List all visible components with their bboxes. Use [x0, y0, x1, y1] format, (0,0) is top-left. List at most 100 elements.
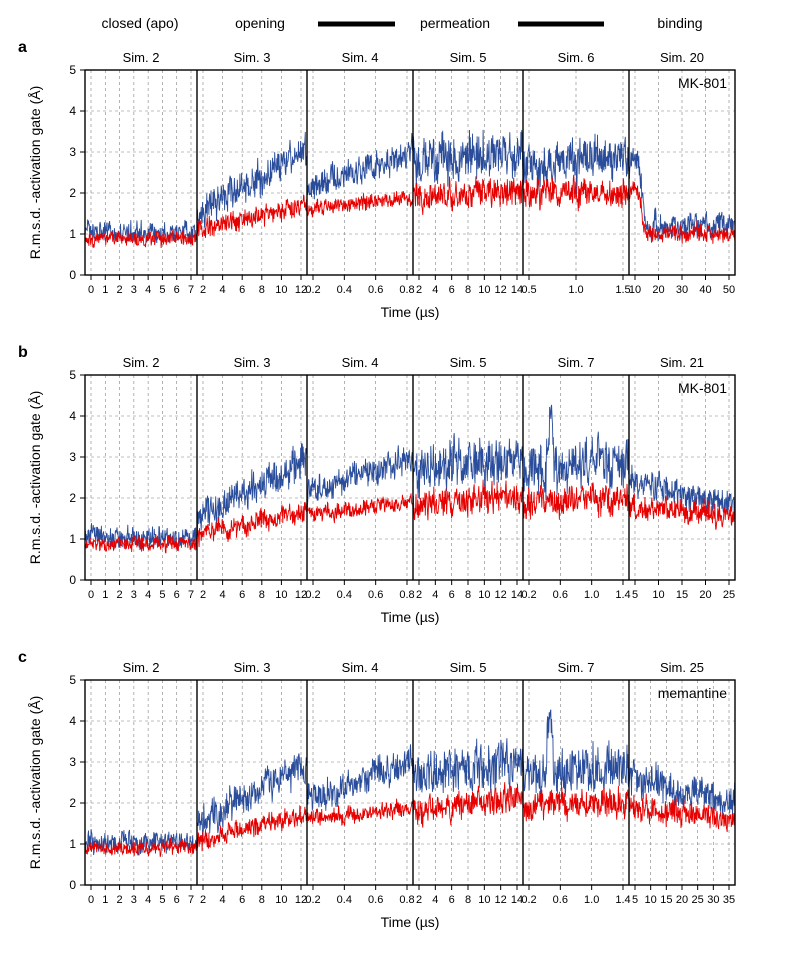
- x-tick-label: 10: [652, 589, 664, 601]
- x-tick-label: 12: [495, 894, 507, 906]
- y-tick-label: 0: [69, 268, 76, 282]
- x-axis-label: Time (µs): [381, 609, 440, 625]
- x-tick-label: 0.2: [305, 284, 320, 296]
- y-tick-label: 4: [69, 409, 76, 423]
- sim-label: Sim. 25: [660, 660, 704, 675]
- series-blue: [523, 405, 629, 500]
- series-blue: [307, 445, 413, 508]
- x-tick-label: 1: [102, 589, 108, 601]
- x-tick-label: 35: [723, 894, 735, 906]
- x-tick-label: 4: [145, 284, 151, 296]
- x-axis-label: Time (µs): [381, 304, 440, 320]
- x-tick-label: 8: [465, 284, 471, 296]
- panel-letter: a: [18, 39, 27, 56]
- x-tick-label: 5: [632, 589, 638, 601]
- sim-label: Sim. 20: [660, 50, 704, 65]
- sim-label: Sim. 5: [450, 355, 487, 370]
- x-tick-label: 2: [117, 894, 123, 906]
- x-tick-label: 6: [174, 894, 180, 906]
- sim-label: Sim. 4: [342, 355, 379, 370]
- x-tick-label: 0.2: [521, 894, 536, 906]
- sim-label: Sim. 2: [123, 355, 160, 370]
- x-tick-label: 0.6: [553, 589, 568, 601]
- x-tick-label: 1.0: [584, 894, 599, 906]
- x-tick-label: 12: [495, 284, 507, 296]
- x-tick-label: 30: [707, 894, 719, 906]
- x-tick-label: 0.4: [337, 894, 352, 906]
- x-tick-label: 8: [259, 894, 265, 906]
- x-tick-label: 3: [131, 284, 137, 296]
- x-tick-label: 0: [88, 894, 94, 906]
- x-tick-label: 10: [275, 894, 287, 906]
- sim-label: Sim. 7: [558, 355, 595, 370]
- x-tick-label: 20: [652, 284, 664, 296]
- x-tick-label: 3: [131, 589, 137, 601]
- x-tick-label: 10: [478, 284, 490, 296]
- x-tick-label: 1.0: [568, 284, 583, 296]
- x-tick-label: 7: [188, 284, 194, 296]
- phase-label: permeation: [420, 15, 490, 31]
- y-tick-label: 3: [69, 450, 76, 464]
- x-tick-label: 2: [200, 894, 206, 906]
- panel-compound-label: MK-801: [678, 75, 727, 91]
- phase-label: opening: [235, 15, 285, 31]
- series-red: [523, 786, 629, 822]
- x-tick-label: 1.0: [584, 589, 599, 601]
- y-axis-label: R.m.s.d. -activation gate (Å): [27, 391, 43, 565]
- x-tick-label: 0.5: [521, 284, 536, 296]
- x-tick-label: 6: [174, 284, 180, 296]
- x-tick-label: 0.2: [521, 589, 536, 601]
- x-tick-label: 0.8: [399, 894, 414, 906]
- sim-label: Sim. 7: [558, 660, 595, 675]
- panel-frame: [85, 70, 735, 275]
- x-tick-label: 0.2: [305, 589, 320, 601]
- x-tick-label: 1.4: [615, 589, 630, 601]
- sim-label: Sim. 21: [660, 355, 704, 370]
- sim-label: Sim. 4: [342, 660, 379, 675]
- y-tick-label: 2: [69, 491, 76, 505]
- x-tick-label: 6: [449, 894, 455, 906]
- y-tick-label: 4: [69, 714, 76, 728]
- x-tick-label: 0: [88, 284, 94, 296]
- panel-letter: b: [18, 344, 28, 361]
- x-tick-label: 0.6: [368, 894, 383, 906]
- x-tick-label: 20: [699, 589, 711, 601]
- panel-letter: c: [18, 649, 27, 666]
- phase-label: binding: [657, 15, 702, 31]
- x-tick-label: 3: [131, 894, 137, 906]
- y-tick-label: 1: [69, 227, 76, 241]
- x-tick-label: 1.4: [615, 894, 630, 906]
- x-tick-label: 10: [478, 894, 490, 906]
- y-tick-label: 4: [69, 104, 76, 118]
- phase-label: closed (apo): [101, 15, 178, 31]
- series-red: [307, 191, 413, 217]
- x-tick-label: 2: [117, 284, 123, 296]
- x-tick-label: 4: [220, 284, 226, 296]
- x-tick-label: 12: [495, 589, 507, 601]
- sim-label: Sim. 6: [558, 50, 595, 65]
- x-tick-label: 7: [188, 589, 194, 601]
- y-axis-label: R.m.s.d. -activation gate (Å): [27, 86, 43, 260]
- sim-label: Sim. 2: [123, 660, 160, 675]
- x-tick-label: 10: [645, 894, 657, 906]
- y-tick-label: 5: [69, 368, 76, 382]
- x-tick-label: 8: [465, 894, 471, 906]
- y-tick-label: 2: [69, 186, 76, 200]
- x-tick-label: 15: [676, 589, 688, 601]
- x-tick-label: 5: [632, 894, 638, 906]
- x-tick-label: 4: [220, 589, 226, 601]
- x-tick-label: 4: [432, 894, 438, 906]
- panel-compound-label: MK-801: [678, 380, 727, 396]
- sim-label: Sim. 5: [450, 660, 487, 675]
- x-tick-label: 20: [676, 894, 688, 906]
- sim-label: Sim. 3: [234, 660, 271, 675]
- series-blue: [307, 133, 413, 199]
- x-tick-label: 15: [660, 894, 672, 906]
- panel-compound-label: memantine: [658, 685, 727, 701]
- x-tick-label: 25: [692, 894, 704, 906]
- x-tick-label: 2: [200, 589, 206, 601]
- x-tick-label: 8: [465, 589, 471, 601]
- x-tick-label: 0.6: [368, 284, 383, 296]
- sim-label: Sim. 5: [450, 50, 487, 65]
- series-red: [307, 799, 413, 826]
